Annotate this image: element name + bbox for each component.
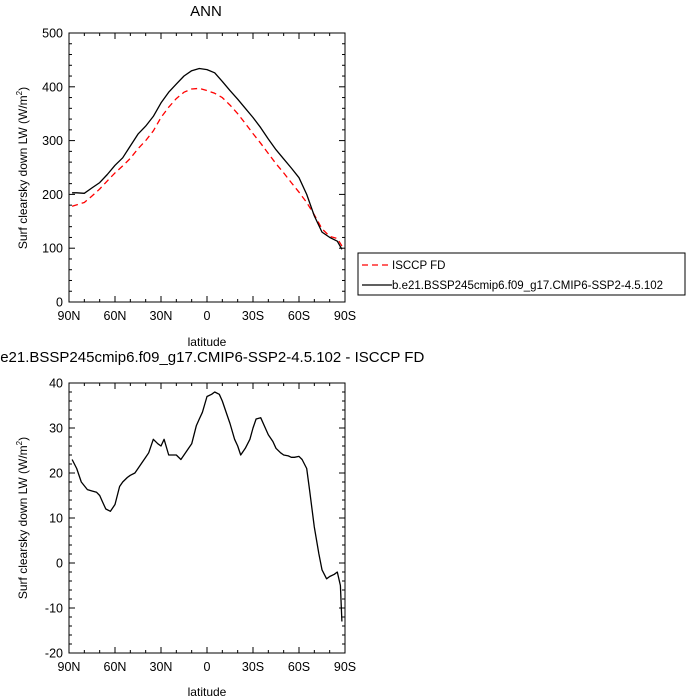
bottom-x-tick-label: 90N <box>58 660 81 674</box>
top-x-tick-labels: 90N 60N 30N 0 30S 60S 90S <box>58 309 357 323</box>
bottom-x-tick-label: 60N <box>104 660 127 674</box>
bottom-y-tick-label: -10 <box>45 602 63 616</box>
bottom-series-group <box>71 391 343 622</box>
legend-box <box>357 252 686 296</box>
bottom-y-tick-label: -20 <box>45 647 63 661</box>
top-panel-title: ANN <box>190 3 222 20</box>
top-y-tick-label: 200 <box>42 188 63 202</box>
top-y-tick-label: 100 <box>42 242 63 256</box>
top-y-tick-label: 300 <box>42 134 63 148</box>
top-x-tick-label: 30N <box>150 309 173 323</box>
bottom-x-axis-label: latitude <box>188 685 227 699</box>
bottom-x-tick-label: 30S <box>242 660 264 674</box>
bottom-x-tick-label: 60S <box>288 660 310 674</box>
bottom-series-line-0 <box>71 391 343 622</box>
top-tick-marks <box>68 32 346 303</box>
top-x-tick-label: 90N <box>58 309 81 323</box>
bottom-y-tick-label: 20 <box>49 467 63 481</box>
top-y-tick-label: 500 <box>42 27 63 41</box>
top-x-axis-label: latitude <box>188 335 227 349</box>
top-y-axis-label-sup: 2 <box>15 90 24 95</box>
top-x-tick-label: 90S <box>334 309 356 323</box>
top-y-tick-label: 0 <box>56 296 63 310</box>
bottom-y-axis-label-close: ) <box>16 437 30 441</box>
top-series-group <box>71 67 343 250</box>
legend-label-model: b.e21.BSSP245cmip6.f09_g17.CMIP6-SSP2-4.… <box>392 280 663 292</box>
top-series-line-1 <box>72 67 343 250</box>
bottom-y-tick-label: 30 <box>49 422 63 436</box>
top-series-line-0 <box>71 87 343 247</box>
bottom-y-tick-labels: -20 -10 0 10 20 30 40 <box>45 377 63 661</box>
bottom-y-axis-label-sup: 2 <box>15 440 24 445</box>
legend-label-isccp: ISCCP FD <box>392 260 445 272</box>
bottom-y-tick-label: 40 <box>49 377 63 391</box>
top-y-tick-label: 400 <box>42 80 63 94</box>
bottom-y-axis-label: Surf clearsky down LW (W/m2) <box>15 437 30 599</box>
top-y-tick-labels: 0 100 200 300 400 500 <box>42 27 63 310</box>
bottom-panel-title: b.e21.BSSP245cmip6.f09_g17.CMIP6-SSP2-4.… <box>0 349 424 366</box>
legend: ISCCP FD b.e21.BSSP245cmip6.f09_g17.CMIP… <box>357 252 686 296</box>
bottom-y-axis-label-main: Surf clearsky down LW (W/m <box>16 445 30 599</box>
top-y-axis-label: Surf clearsky down LW (W/m2) <box>15 87 30 249</box>
bottom-x-tick-labels: 90N 60N 30N 0 30S 60S 90S <box>58 660 357 674</box>
bottom-x-tick-label: 90S <box>334 660 356 674</box>
bottom-x-tick-label: 30N <box>150 660 173 674</box>
top-x-tick-label: 0 <box>204 309 211 323</box>
top-panel: ANN 90N 60N 30N 0 30S 60S 90S 0 100 200 300 400 500… <box>15 3 356 349</box>
bottom-y-tick-label: 0 <box>56 557 63 571</box>
top-y-axis-label-main: Surf clearsky down LW (W/m <box>16 95 30 249</box>
bottom-x-tick-label: 0 <box>204 660 211 674</box>
top-plot-frame <box>68 32 346 303</box>
top-x-tick-label: 60N <box>104 309 127 323</box>
bottom-plot-frame <box>68 382 346 654</box>
top-y-axis-label-close: ) <box>16 87 30 91</box>
bottom-tick-marks <box>68 382 346 654</box>
bottom-y-tick-label: 10 <box>49 512 63 526</box>
top-x-tick-label: 30S <box>242 309 264 323</box>
bottom-panel: b.e21.BSSP245cmip6.f09_g17.CMIP6-SSP2-4.… <box>0 349 424 699</box>
top-x-tick-label: 60S <box>288 309 310 323</box>
